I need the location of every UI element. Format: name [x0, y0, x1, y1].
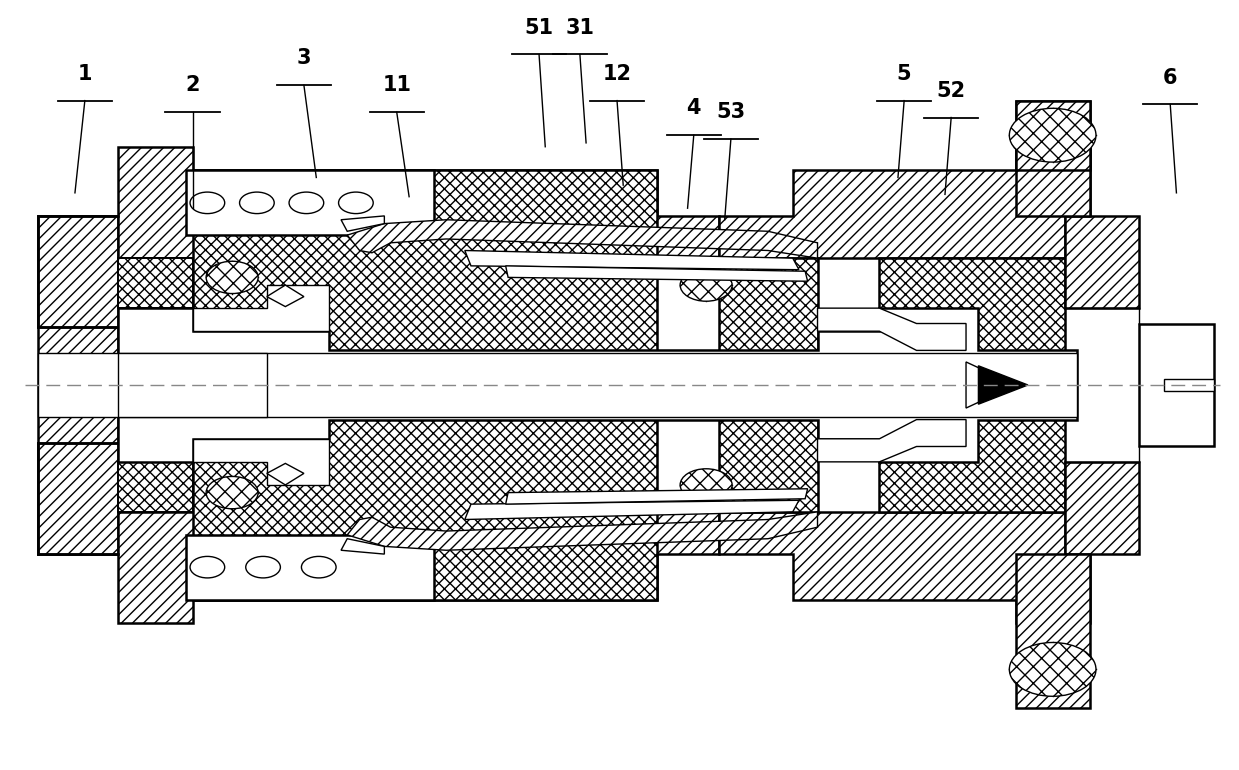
Polygon shape — [38, 216, 146, 327]
Bar — [118, 353, 266, 417]
Text: 6: 6 — [1163, 68, 1177, 88]
Circle shape — [245, 557, 280, 578]
Polygon shape — [719, 512, 1090, 623]
Polygon shape — [38, 443, 146, 554]
Polygon shape — [1140, 323, 1213, 447]
Circle shape — [301, 557, 336, 578]
Text: 3: 3 — [296, 49, 311, 69]
Circle shape — [680, 469, 732, 501]
Polygon shape — [341, 216, 384, 231]
Text: 53: 53 — [716, 102, 746, 122]
Polygon shape — [341, 539, 384, 554]
Polygon shape — [118, 512, 719, 623]
Bar — [38, 353, 1078, 417]
Polygon shape — [465, 250, 799, 270]
Text: 2: 2 — [186, 75, 199, 95]
Bar — [186, 170, 434, 235]
Polygon shape — [347, 512, 818, 551]
Text: 52: 52 — [937, 81, 965, 101]
Circle shape — [190, 557, 224, 578]
Text: 11: 11 — [382, 75, 411, 95]
Polygon shape — [1016, 554, 1090, 708]
Polygon shape — [38, 216, 146, 554]
Text: 12: 12 — [602, 64, 632, 84]
Polygon shape — [818, 308, 966, 350]
Polygon shape — [1066, 462, 1140, 554]
Polygon shape — [465, 500, 799, 520]
Polygon shape — [880, 258, 1066, 512]
Polygon shape — [118, 462, 192, 512]
Polygon shape — [966, 362, 1016, 408]
Polygon shape — [719, 147, 1090, 258]
Circle shape — [206, 261, 258, 293]
Polygon shape — [192, 170, 657, 600]
Bar — [186, 535, 434, 600]
Text: 5: 5 — [897, 64, 912, 84]
Polygon shape — [1016, 101, 1090, 170]
Polygon shape — [192, 285, 328, 331]
Polygon shape — [506, 266, 808, 281]
Circle shape — [1010, 109, 1097, 162]
Text: 4: 4 — [686, 99, 701, 119]
Text: 31: 31 — [565, 18, 595, 38]
Bar — [1165, 379, 1213, 391]
Circle shape — [680, 269, 732, 301]
Polygon shape — [979, 366, 1028, 404]
Polygon shape — [818, 420, 966, 462]
Circle shape — [1010, 642, 1097, 696]
Circle shape — [289, 192, 323, 213]
Polygon shape — [118, 308, 1078, 462]
Polygon shape — [1016, 101, 1090, 216]
Polygon shape — [266, 464, 304, 485]
Polygon shape — [347, 219, 818, 258]
Polygon shape — [1066, 216, 1140, 308]
Polygon shape — [118, 147, 719, 258]
Polygon shape — [506, 489, 808, 504]
Polygon shape — [266, 285, 304, 306]
Polygon shape — [118, 258, 192, 308]
Circle shape — [338, 192, 373, 213]
Text: 1: 1 — [78, 64, 92, 84]
Circle shape — [239, 192, 274, 213]
Polygon shape — [719, 258, 818, 512]
Text: 51: 51 — [524, 18, 554, 38]
Polygon shape — [192, 439, 328, 485]
Circle shape — [190, 192, 224, 213]
Circle shape — [206, 477, 258, 509]
